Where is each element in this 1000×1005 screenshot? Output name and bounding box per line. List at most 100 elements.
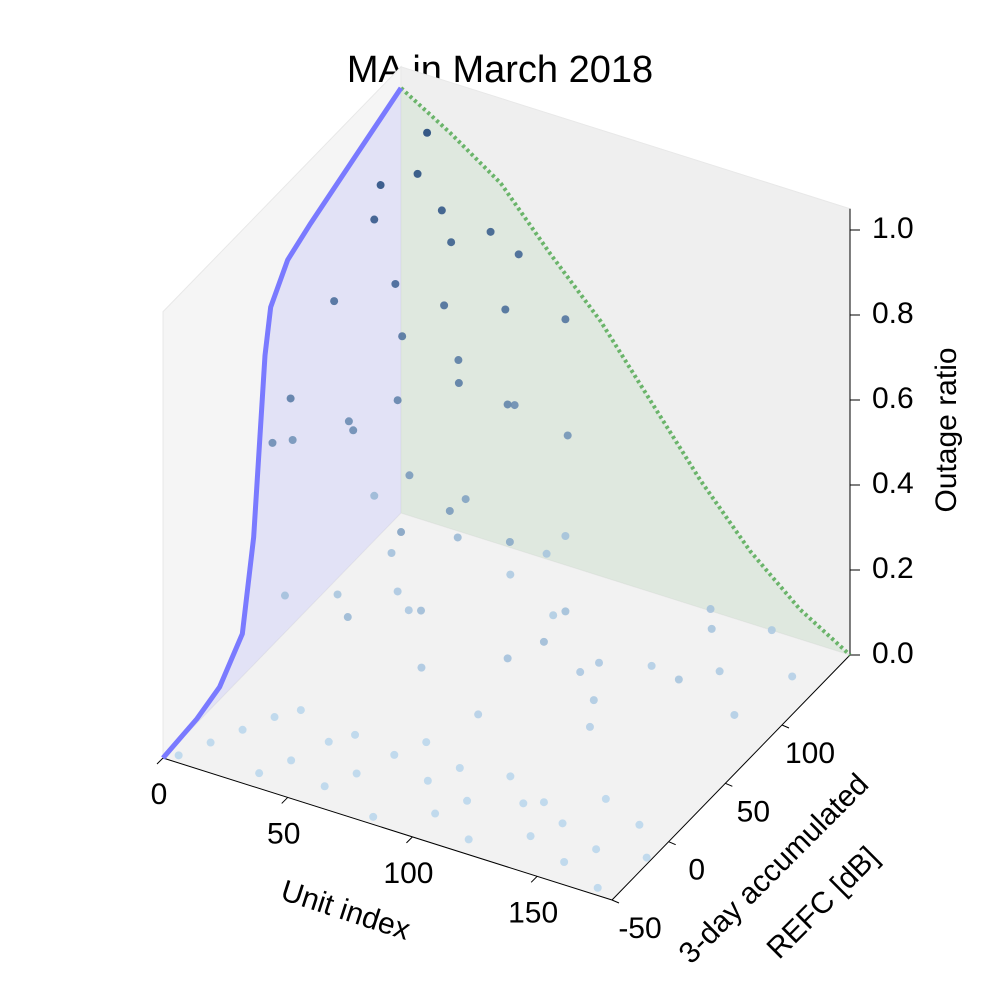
point: [447, 238, 456, 247]
point: [206, 738, 215, 747]
point: [561, 532, 570, 540]
x-tick: [406, 836, 413, 844]
point: [560, 857, 569, 866]
point: [642, 853, 651, 862]
point: [423, 776, 432, 785]
y-tick: [781, 724, 790, 729]
point: [393, 396, 402, 405]
z-tick-label: 1.0: [872, 212, 914, 245]
point: [454, 379, 463, 388]
point: [423, 128, 432, 137]
point: [454, 356, 463, 365]
z-tick-label: 0.2: [872, 552, 914, 585]
point: [730, 710, 739, 719]
point: [387, 549, 396, 558]
point: [715, 667, 724, 676]
point: [344, 417, 353, 426]
z-tick-label: 0.6: [872, 382, 914, 415]
point: [558, 819, 567, 828]
point: [510, 401, 519, 410]
x-tick: [281, 797, 289, 804]
point: [280, 591, 289, 600]
y-tick-label: 0: [688, 854, 705, 887]
y-tick-label: -50: [618, 912, 661, 945]
x-tick-label: 0: [151, 778, 168, 811]
point: [474, 710, 483, 719]
point: [391, 279, 400, 288]
point: [413, 169, 422, 178]
point: [514, 250, 523, 259]
point: [370, 491, 379, 500]
point: [255, 769, 264, 778]
x-tick-label: 50: [267, 817, 300, 850]
point: [268, 438, 277, 447]
point: [417, 606, 426, 615]
point: [589, 696, 598, 705]
x-tick-label: 150: [508, 896, 558, 929]
point: [352, 769, 361, 778]
point: [404, 606, 413, 615]
point: [707, 624, 716, 633]
z-tick-label: 0.4: [872, 467, 914, 500]
x-tick: [530, 875, 538, 883]
point: [788, 672, 797, 681]
point: [422, 738, 431, 747]
point: [647, 661, 656, 670]
point: [431, 809, 440, 818]
point: [501, 305, 510, 314]
point: [563, 431, 572, 440]
point: [405, 471, 414, 480]
z-axis-label: Outage ratio: [930, 347, 963, 512]
point: [635, 820, 644, 829]
point: [539, 798, 548, 807]
point: [286, 394, 295, 403]
point: [453, 533, 462, 542]
point: [506, 570, 515, 579]
point: [238, 725, 247, 734]
point: [585, 722, 594, 731]
point: [461, 495, 470, 504]
point: [351, 730, 360, 739]
point: [417, 663, 426, 672]
y-tick: [725, 782, 733, 787]
z-tick-label: 0.8: [872, 297, 914, 330]
point: [595, 658, 604, 667]
point: [593, 883, 602, 892]
point: [561, 607, 570, 616]
y-tick-label: 100: [785, 737, 835, 770]
point: [463, 796, 472, 805]
point: [390, 750, 399, 759]
point: [561, 315, 570, 324]
point: [370, 215, 379, 224]
refc-curve: [161, 86, 404, 760]
point: [270, 713, 279, 722]
y-axis: [611, 654, 851, 901]
point: [397, 528, 406, 537]
x-tick-label: 100: [383, 857, 433, 890]
point: [369, 812, 378, 821]
point: [445, 506, 454, 515]
point: [674, 675, 683, 684]
point: [464, 835, 473, 844]
point: [542, 549, 551, 558]
point: [526, 832, 535, 841]
refc-area: [163, 88, 401, 758]
point: [330, 297, 339, 306]
point: [349, 426, 358, 435]
point: [287, 756, 296, 765]
point: [376, 181, 385, 190]
x-tick: [156, 757, 164, 765]
point: [437, 206, 446, 215]
unit-curve: [399, 86, 852, 657]
point: [296, 706, 305, 715]
point: [767, 626, 776, 635]
point: [393, 587, 402, 596]
y-tick: [668, 841, 676, 846]
point: [503, 400, 512, 409]
point: [455, 763, 464, 772]
point: [576, 668, 585, 677]
point: [506, 772, 515, 781]
point: [505, 537, 514, 546]
unit-area: [401, 88, 850, 655]
